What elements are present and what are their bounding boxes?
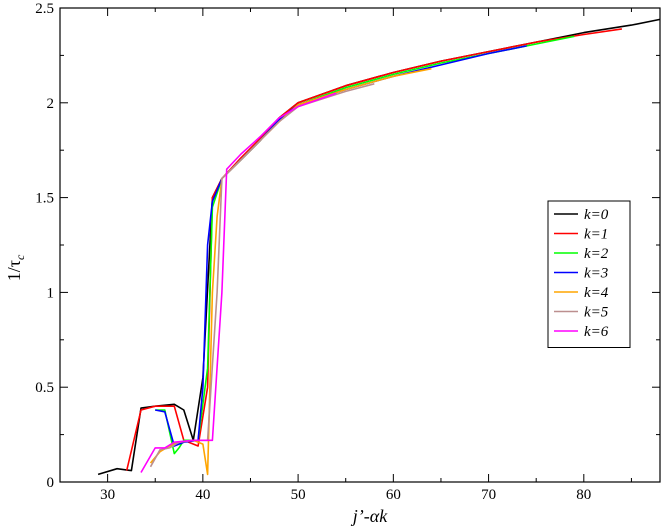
y-tick-label: 1 (47, 285, 55, 301)
legend-box (547, 200, 631, 348)
y-axis-label-group: 1/τc (4, 254, 27, 281)
x-axis: 30 40 50 60 70 80 (59, 8, 632, 503)
series-lines (97, 18, 661, 476)
legend-label: k=5 (584, 305, 609, 321)
y-tick-label: 2 (47, 96, 55, 112)
legend-label: k=3 (584, 266, 608, 282)
series-line-k-2 (155, 35, 575, 455)
series-line-k-1 (125, 28, 623, 471)
legend-label: k=4 (584, 285, 609, 301)
y-axis-label-main: 1/τ (4, 260, 24, 281)
y-axis: 0 0.5 1 1.5 2 2.5 (35, 1, 660, 491)
legend-label: k=1 (584, 227, 608, 243)
x-tick-label: 30 (100, 487, 115, 503)
legend-label: k=6 (584, 324, 609, 340)
y-tick-label: 2.5 (35, 1, 54, 17)
x-axis-label: j’-αk (351, 506, 388, 526)
y-axis-label: 1/τc (4, 254, 27, 281)
series-line-k-4 (149, 67, 432, 476)
x-tick-label: 60 (386, 487, 401, 503)
legend: k=0 k=1 k=2 k=3 k=4 k=5 k=6 (547, 200, 631, 348)
y-tick-label: 0.5 (35, 380, 54, 396)
x-tick-label: 40 (195, 487, 210, 503)
y-tick-label: 1.5 (35, 191, 54, 207)
x-tick-label: 70 (481, 487, 496, 503)
y-axis-label-sub: c (13, 254, 27, 260)
x-tick-label: 80 (576, 487, 591, 503)
x-tick-label: 50 (291, 487, 306, 503)
y-tick-label: 0 (47, 475, 55, 491)
legend-label: k=2 (584, 246, 609, 262)
legend-label: k=0 (584, 207, 609, 223)
series-line-k-6 (140, 92, 337, 473)
